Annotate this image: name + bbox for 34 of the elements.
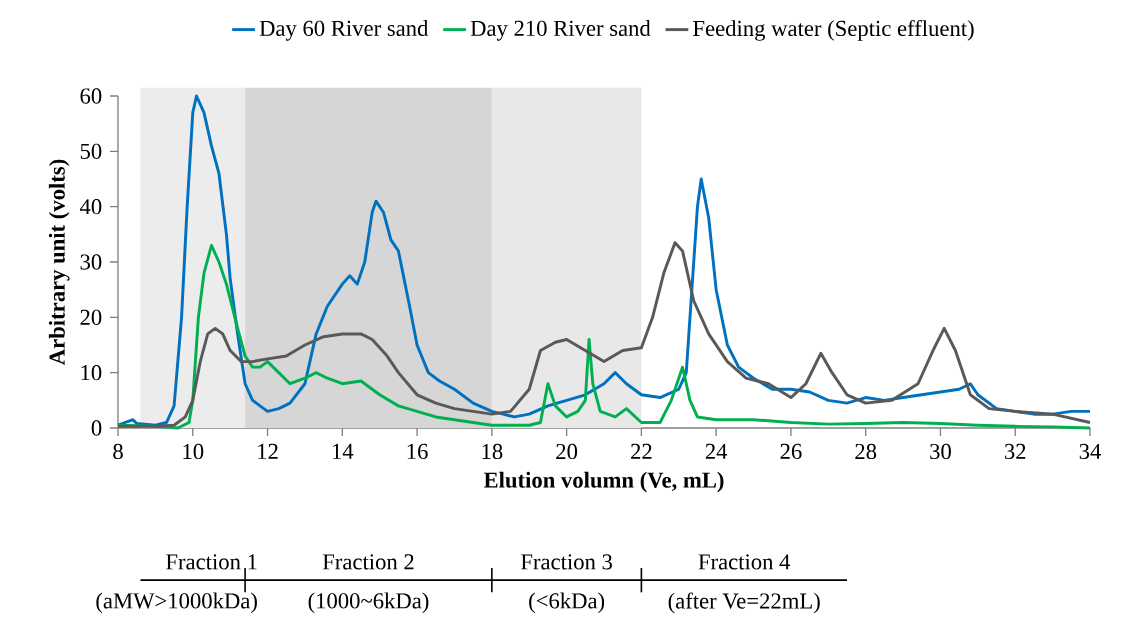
y-tick-label: 30 <box>80 254 102 270</box>
x-tick-label: 32 <box>1004 443 1026 460</box>
text: (<6kDa) <box>529 592 605 614</box>
legend-label: Day 210 River sand <box>470 20 651 41</box>
x-tick-label: 18 <box>482 443 503 460</box>
x-tick-label: 30 <box>930 443 951 460</box>
y-tick-label: 0 <box>91 420 102 436</box>
legend-label: Feeding water (Septic effluent) <box>693 19 974 41</box>
y-tick-label: 40 <box>79 199 102 215</box>
x-tick-label: 28 <box>855 443 877 460</box>
x-tick-label: 34 <box>1079 443 1101 460</box>
y-axis-title: Arbitrary unit (volts) <box>48 159 70 366</box>
text: Fraction 4 <box>698 554 791 570</box>
text: Fraction 3 <box>521 554 612 570</box>
x-tick-label: 12 <box>258 443 278 459</box>
text: Fraction 1 <box>166 554 257 570</box>
y-tick-label: 10 <box>81 365 102 381</box>
y-tick-label: 50 <box>80 143 102 159</box>
x-tick-label: 14 <box>332 443 354 459</box>
y-tick-label: 20 <box>80 309 102 325</box>
x-tick-label: 20 <box>556 443 578 460</box>
text: (aMW>1000kDa) <box>96 592 257 614</box>
x-tick-label: 26 <box>780 443 802 460</box>
text: Fraction 2 <box>322 554 414 570</box>
x-tick-label: 8 <box>113 443 123 460</box>
x-tick-label: 24 <box>705 443 728 459</box>
y-tick-label: 60 <box>80 88 102 104</box>
x-tick-label: 22 <box>631 443 652 459</box>
text: (after Ve=22mL) <box>668 592 820 614</box>
x-tick-label: 16 <box>407 443 428 460</box>
text: (1000~6kDa) <box>308 592 429 614</box>
x-axis-title: Elution volumn (Ve, mL) <box>483 471 724 493</box>
legend-label: Day 60 River sand <box>259 20 429 41</box>
x-tick-label: 10 <box>183 443 204 460</box>
